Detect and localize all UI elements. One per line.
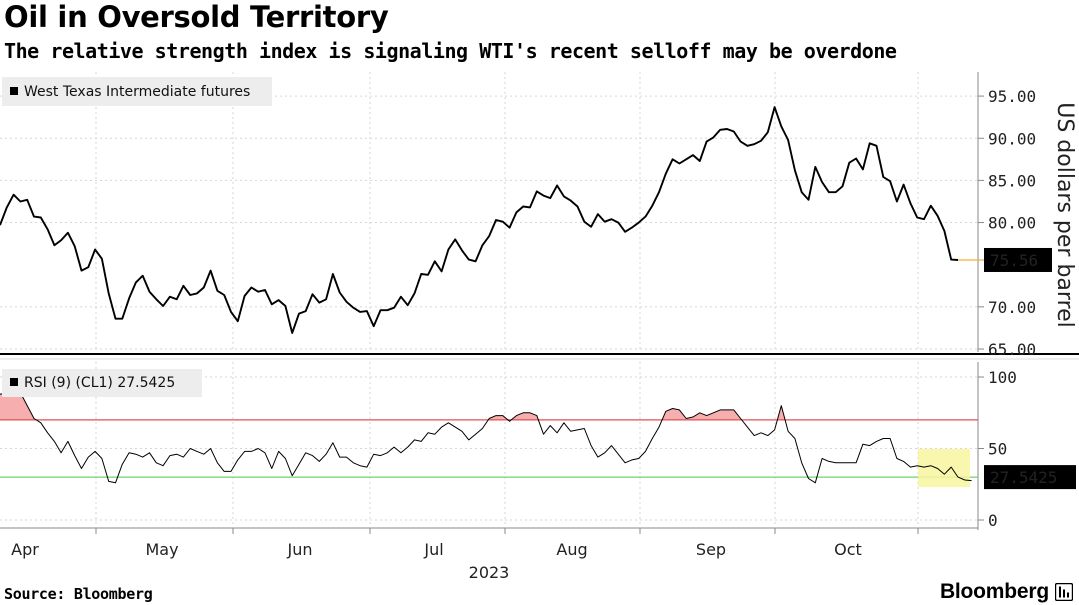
rsi-legend-swatch xyxy=(10,378,18,386)
price-ytick-label: 95.00 xyxy=(988,87,1036,106)
price-ytick-label: 90.00 xyxy=(988,129,1036,148)
x-tick-label: May xyxy=(145,540,178,559)
chart-subtitle: The relative strength index is signaling… xyxy=(4,39,897,63)
x-tick-label: Aug xyxy=(556,540,587,559)
wti-price-line xyxy=(0,106,959,334)
price-last-value-badge xyxy=(984,247,1052,272)
x-tick-label: Oct xyxy=(834,540,862,559)
x-year-label: 2023 xyxy=(469,563,510,582)
brand-logo: Bloomberg xyxy=(939,580,1049,603)
price-last-value-label: 75.56 xyxy=(990,251,1038,270)
x-tick-label: Apr xyxy=(11,540,39,559)
price-y-axis-title: US dollars per barrel xyxy=(1052,102,1077,328)
rsi-last-value-label: 27.5425 xyxy=(990,468,1057,487)
chart-title: Oil in Oversold Territory xyxy=(4,0,389,34)
price-ytick-label: 70.00 xyxy=(988,298,1036,317)
price-legend-box xyxy=(2,77,272,106)
price-ytick-label: 80.00 xyxy=(988,214,1036,233)
rsi-line xyxy=(0,389,972,484)
price-legend-label: West Texas Intermediate futures xyxy=(24,84,250,100)
rsi-last-value-badge xyxy=(984,465,1076,490)
x-tick-label: Sep xyxy=(696,540,726,559)
bloomberg-terminal-icon xyxy=(1055,583,1073,601)
price-legend-swatch xyxy=(10,87,18,95)
chart-dynamic-layer: 95.00 90.00 85.00 80.00 70.00 65.00 100 50 0 75.5… xyxy=(0,72,1077,582)
rsi-ytick-label: 50 xyxy=(988,440,1007,459)
x-tick-label: Jun xyxy=(287,540,313,559)
overbought-fill xyxy=(0,389,786,420)
rsi-legend-box xyxy=(2,369,202,397)
source-note: Source: Bloomberg xyxy=(4,585,153,603)
price-ytick-label: 65.00 xyxy=(988,340,1036,359)
x-tick-label: Jul xyxy=(423,540,443,559)
rsi-ytick-label: 0 xyxy=(988,511,998,530)
price-ytick-label: 85.00 xyxy=(988,171,1036,190)
oversold-highlight-box xyxy=(918,449,970,487)
rsi-ytick-label: 100 xyxy=(988,368,1017,387)
rsi-legend-label: RSI (9) (CL1) 27.5425 xyxy=(24,375,175,391)
